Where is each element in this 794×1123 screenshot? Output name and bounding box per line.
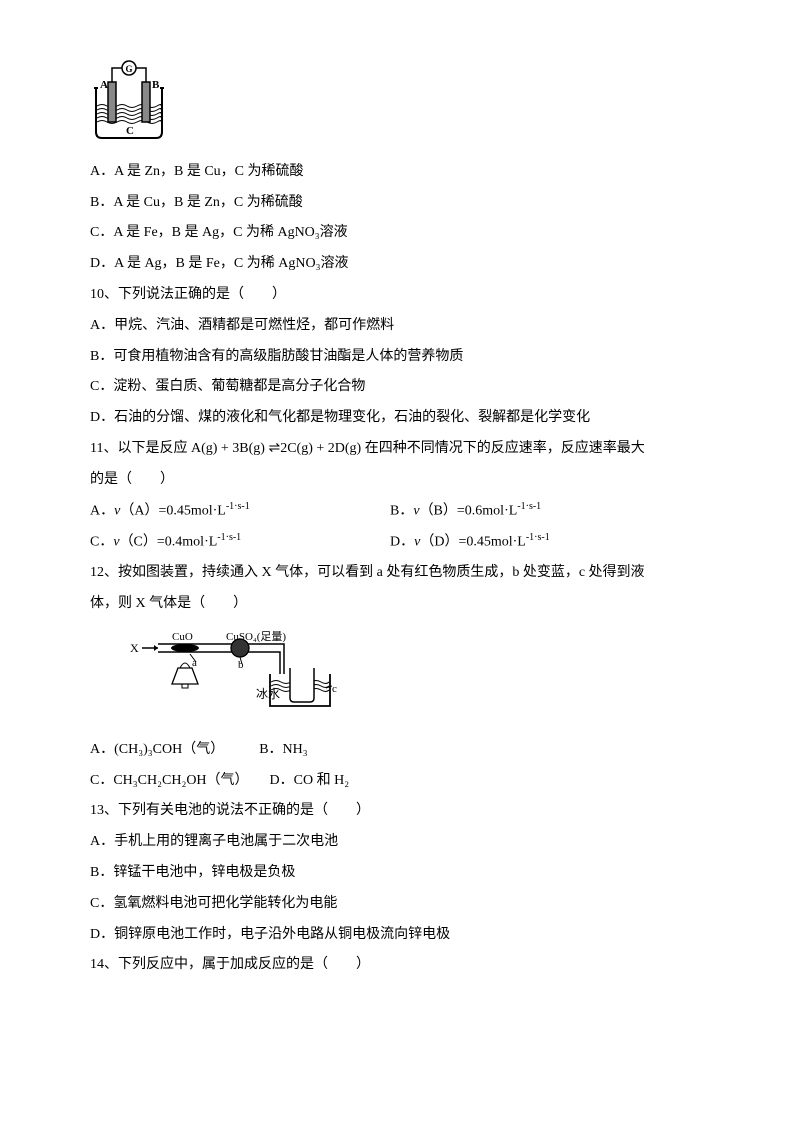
svg-text:CuO: CuO <box>172 631 193 643</box>
q13-stem: 13、下列有关电池的说法不正确的是（ ） <box>90 796 704 827</box>
svg-text:A: A <box>100 79 108 91</box>
q9-optB: B．A 是 Cu，B 是 Zn，C 为稀硫酸 <box>90 188 704 219</box>
q9-optA: A．A 是 Zn，B 是 Cu，C 为稀硫酸 <box>90 157 704 188</box>
svg-text:CuSO₄(足量): CuSO₄(足量) <box>226 630 286 643</box>
svg-text:B: B <box>152 79 160 91</box>
q11-optC: C．v（C）=0.4mol·L-1·s-1 <box>90 527 390 558</box>
q9-optD: D．A 是 Ag，B 是 Fe，C 为稀 AgNO₃溶液 <box>90 249 704 280</box>
galvanic-cell-figure: G A B C <box>90 60 704 153</box>
q13-optC: C．氢氧燃料电池可把化学能转化为电能 <box>90 889 704 920</box>
q11-optB: B．v（B）=0.6mol·L-1·s-1 <box>390 496 704 527</box>
q9-optC: C．A 是 Fe，B 是 Ag，C 为稀 AgNO₃溶液 <box>90 218 704 249</box>
q12-stem1: 12、按如图装置，持续通入 X 气体，可以看到 a 处有红色物质生成，b 处变蓝… <box>90 558 704 589</box>
q12-stem2: 体，则 X 气体是（ ） <box>90 589 704 620</box>
q12-optA: A．(CH₃)₃COH（气） B．NH₃ <box>90 735 704 766</box>
svg-text:C: C <box>126 125 134 137</box>
q13-optD: D．铜锌原电池工作时，电子沿外电路从铜电极流向锌电极 <box>90 920 704 951</box>
svg-text:G: G <box>125 64 132 74</box>
tube-apparatus-figure: X CuO a CuSO₄(足量) b 冰水 c <box>130 626 704 729</box>
q10-stem: 10、下列说法正确的是（ ） <box>90 280 704 311</box>
q11-optD: D．v（D）=0.45mol·L-1·s-1 <box>390 527 704 558</box>
q14-stem: 14、下列反应中，属于加成反应的是（ ） <box>90 950 704 981</box>
svg-text:冰水: 冰水 <box>256 687 280 701</box>
q13-optA: A．手机上用的锂离子电池属于二次电池 <box>90 827 704 858</box>
q13-optB: B．锌锰干电池中，锌电极是负极 <box>90 858 704 889</box>
q10-optD: D．石油的分馏、煤的液化和气化都是物理变化，石油的裂化、裂解都是化学变化 <box>90 403 704 434</box>
q10-optA: A．甲烷、汽油、酒精都是可燃性烃，都可作燃料 <box>90 311 704 342</box>
svg-text:a: a <box>192 657 197 669</box>
q10-optC: C．淀粉、蛋白质、葡萄糖都是高分子化合物 <box>90 372 704 403</box>
q11-stem2: 的是（ ） <box>90 465 704 496</box>
q10-optB: B．可食用植物油含有的高级脂肪酸甘油酯是人体的营养物质 <box>90 342 704 373</box>
q11-optA: A．v（A）=0.45mol·L-1·s-1 <box>90 496 390 527</box>
svg-text:X: X <box>130 641 139 655</box>
q11-stem1: 11、以下是反应 A(g) + 3B(g) ⇌2C(g) + 2D(g) 在四种… <box>90 434 704 465</box>
q12-optC: C．CH₃CH₂CH₂OH（气） D．CO 和 H₂ <box>90 766 704 797</box>
svg-text:c: c <box>332 683 337 695</box>
